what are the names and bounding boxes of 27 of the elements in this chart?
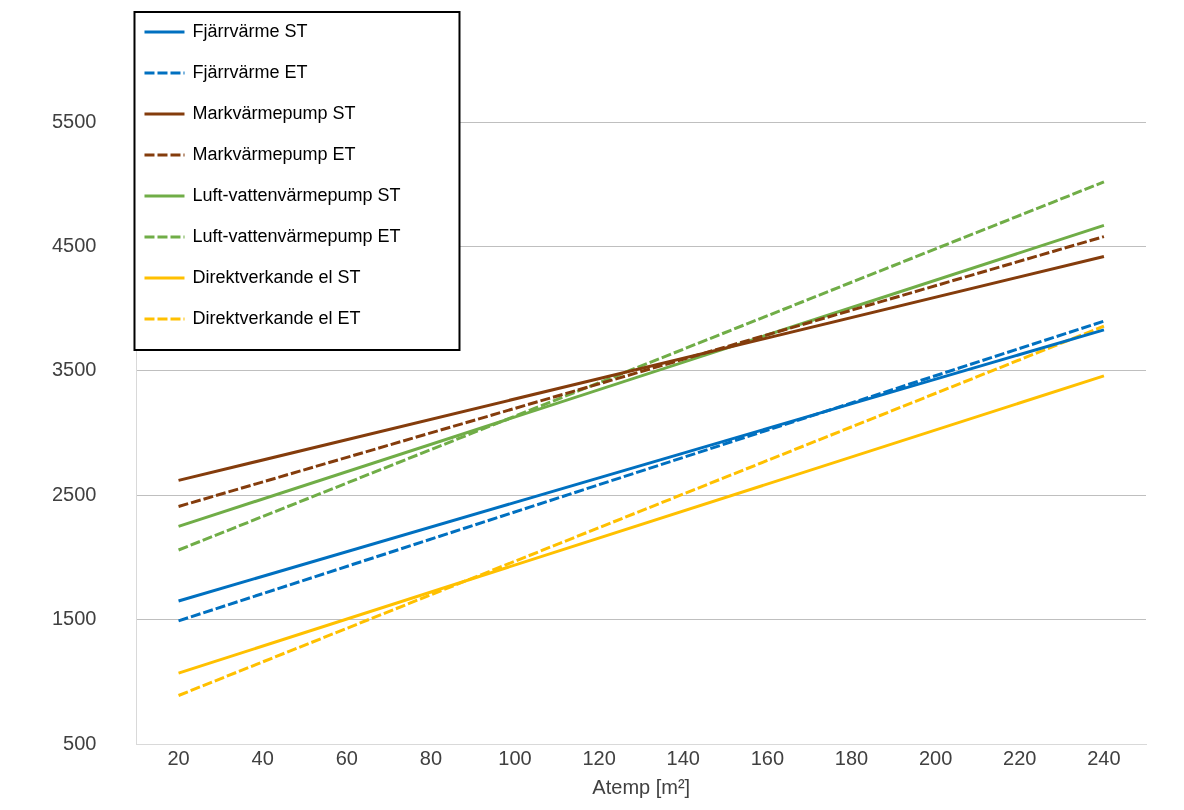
legend-label: Markvärmepump ST	[192, 102, 356, 123]
legend-label: Fjärrvärme ST	[192, 20, 308, 41]
legend-label: Luft-vattenvärmepump ET	[192, 225, 401, 246]
legend-label: Markvärmepump ET	[192, 143, 356, 164]
y-tick-label: 4500	[51, 234, 97, 257]
y-tick-label: 1500	[51, 607, 97, 630]
legend-label: Direktverkande el ET	[192, 307, 361, 328]
legend-label: Fjärrvärme ET	[192, 61, 308, 82]
x-tick-label: 20	[167, 746, 190, 769]
x-tick-label: 220	[1003, 746, 1037, 769]
x-tick-label: 200	[919, 746, 953, 769]
x-tick-label: 60	[335, 746, 358, 769]
x-tick-label: 40	[251, 746, 274, 769]
legend-label: Luft-vattenvärmepump ST	[192, 184, 401, 205]
legend-label: Direktverkande el ST	[192, 266, 361, 287]
x-tick-label: 160	[750, 746, 785, 769]
x-tick-label: 180	[834, 746, 869, 769]
x-tick-label: 80	[419, 746, 443, 769]
x-tick-label: 120	[582, 746, 616, 769]
y-tick-label: 5500	[51, 109, 97, 132]
y-tick-label: 2500	[51, 482, 97, 505]
y-tick-label: 500	[63, 731, 97, 754]
x-tick-label: 100	[498, 746, 532, 769]
x-tick-label: 240	[1087, 746, 1121, 769]
x-tick-label: 140	[666, 746, 700, 769]
x-axis-title: Atemp [m²]	[592, 775, 691, 798]
y-tick-label: 3500	[51, 358, 97, 381]
